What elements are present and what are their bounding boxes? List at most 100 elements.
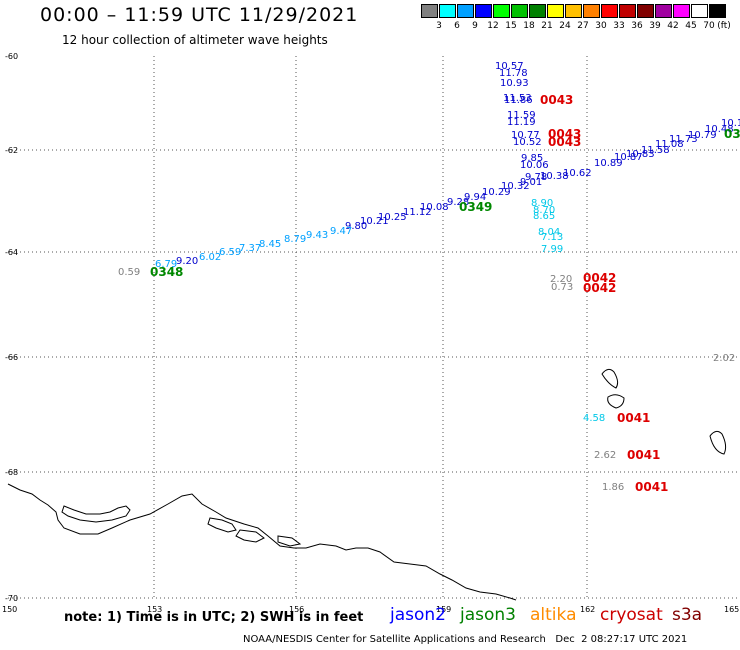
wave-height-label: 9.20 xyxy=(176,256,198,267)
longitude-labels: 150 153 156 159 162 165 xyxy=(2,605,739,614)
pass-time-label: 0041 xyxy=(635,480,668,494)
wave-height-label: 4.58 xyxy=(583,413,605,424)
pass-time-label: 03 xyxy=(724,127,740,141)
legend-label: 33 xyxy=(613,21,625,31)
wave-height-label: 10.1 xyxy=(721,118,740,129)
legend-label: 18 xyxy=(523,21,535,31)
wave-height-label: 9.80 xyxy=(345,221,367,232)
legend-label: 45 xyxy=(685,21,697,31)
legend-swatch xyxy=(583,4,600,18)
wave-height-label: 6.79 xyxy=(155,259,177,270)
credit-line: NOAA/NESDIS Center for Satellite Applica… xyxy=(243,634,688,645)
wave-height-label: 11.58 xyxy=(641,145,670,156)
wave-height-label: 6.59 xyxy=(219,247,241,258)
wave-height-label: 0.73 xyxy=(551,282,573,293)
lat-label: -66 xyxy=(5,353,18,362)
wave-height-label: 9.94 xyxy=(464,192,486,203)
lat-label: -64 xyxy=(5,248,18,257)
pass-time-label: 0043 xyxy=(548,127,581,141)
wave-height-label: 11.08 xyxy=(655,139,684,150)
lat-label: -60 xyxy=(5,52,18,61)
wave-height-label: 9.28 xyxy=(447,197,469,208)
wave-height-label: 9.43 xyxy=(306,230,328,241)
wave-height-label: 8.90 xyxy=(531,198,553,209)
legend-label: 27 xyxy=(577,21,589,31)
wave-height-label: 11.59 xyxy=(507,110,536,121)
wave-height-label: 8.70 xyxy=(533,205,555,216)
legend-swatch xyxy=(493,4,510,18)
legend-swatch xyxy=(655,4,672,18)
wave-height-label: 7.37 xyxy=(239,243,261,254)
page-subtitle: 12 hour collection of altimeter wave hei… xyxy=(62,33,328,47)
wave-height-label: 10.06 xyxy=(520,160,549,171)
wave-height-label: 10.29 xyxy=(482,187,511,198)
legend-label: 39 xyxy=(649,21,661,31)
satellite-s3a: s3a xyxy=(672,605,703,625)
satellite-jason2: jason2 xyxy=(390,605,446,625)
latitude-labels: -60 -62 -64 -66 -68 -70 xyxy=(5,52,18,603)
wave-height-label: 8.65 xyxy=(533,211,555,222)
legend-swatch xyxy=(475,4,492,18)
wave-height-label: 0.59 xyxy=(118,267,140,278)
wave-height-label: 10.79 xyxy=(688,130,717,141)
satellite-jason3: jason3 xyxy=(460,605,516,625)
legend-swatch xyxy=(601,4,618,18)
legend-swatch xyxy=(637,4,654,18)
lon-label: 156 xyxy=(289,605,304,614)
wave-height-label: 11.78 xyxy=(499,68,528,79)
legend-label: 15 xyxy=(505,21,517,31)
wave-height-label: 10.87 xyxy=(614,152,643,163)
wave-height-label: 2.62 xyxy=(594,450,616,461)
legend-swatch xyxy=(565,4,582,18)
legend-label: 21 xyxy=(541,21,553,31)
pass-time-label: 0042 xyxy=(583,271,616,285)
wave-height-label: 10.62 xyxy=(563,168,592,179)
wave-height-label: 2.20 xyxy=(550,274,572,285)
wave-height-label: 6.02 xyxy=(199,252,221,263)
wave-height-label: 11.73 xyxy=(669,134,698,145)
pass-time-label: 0349 xyxy=(459,200,492,214)
wave-height-label: 7.13 xyxy=(541,232,563,243)
wave-height-label: 10.89 xyxy=(594,158,623,169)
wave-height-label: 8.04 xyxy=(538,227,560,238)
legend-label: 42 xyxy=(667,21,679,31)
legend-swatch xyxy=(709,4,726,18)
legend-swatch xyxy=(529,4,546,18)
wave-height-label: 10.93 xyxy=(500,78,529,89)
lon-label: 153 xyxy=(147,605,162,614)
lon-label: 165 xyxy=(724,605,739,614)
pass-time-label: 0041 xyxy=(627,448,660,462)
legend-swatch xyxy=(439,4,456,18)
lat-label: -62 xyxy=(5,146,18,155)
legend-label: 70 xyxy=(703,21,715,31)
lon-label: 159 xyxy=(436,605,451,614)
wave-height-label: 10.21 xyxy=(360,216,389,227)
pass-time-label: 0043 xyxy=(540,93,573,107)
wave-height-label: 9.01 xyxy=(520,177,542,188)
wave-height-label: 10.08 xyxy=(420,202,449,213)
wave-height-label: 11.19 xyxy=(507,117,536,128)
wave-height-label: 10.38 xyxy=(540,171,569,182)
legend-unit: (ft) xyxy=(717,21,731,31)
graticule xyxy=(8,56,740,600)
legend-swatch xyxy=(673,4,690,18)
legend-label: 12 xyxy=(487,21,499,31)
wave-height-label: 9.78 xyxy=(525,172,547,183)
wave-height-label: 11.53 xyxy=(503,93,532,104)
wave-height-label: 9.47 xyxy=(330,226,352,237)
legend-label: 3 xyxy=(436,21,442,31)
wave-height-label: 10.77 xyxy=(511,130,540,141)
lon-label: 162 xyxy=(580,605,595,614)
wave-height-label: 10.32 xyxy=(501,181,530,192)
satellite-cryosat: cryosat xyxy=(600,605,663,625)
legend-swatch xyxy=(619,4,636,18)
wave-height-label: 9.85 xyxy=(521,153,543,164)
page-title: 00:00 – 11:59 UTC 11/29/2021 xyxy=(40,4,359,26)
legend-label: 6 xyxy=(454,21,460,31)
wave-height-label: 10.57 xyxy=(495,61,524,72)
satellite-altika: altika xyxy=(530,605,577,625)
wave-height-label: 11.86 xyxy=(504,95,533,106)
legend-swatch xyxy=(691,4,708,18)
